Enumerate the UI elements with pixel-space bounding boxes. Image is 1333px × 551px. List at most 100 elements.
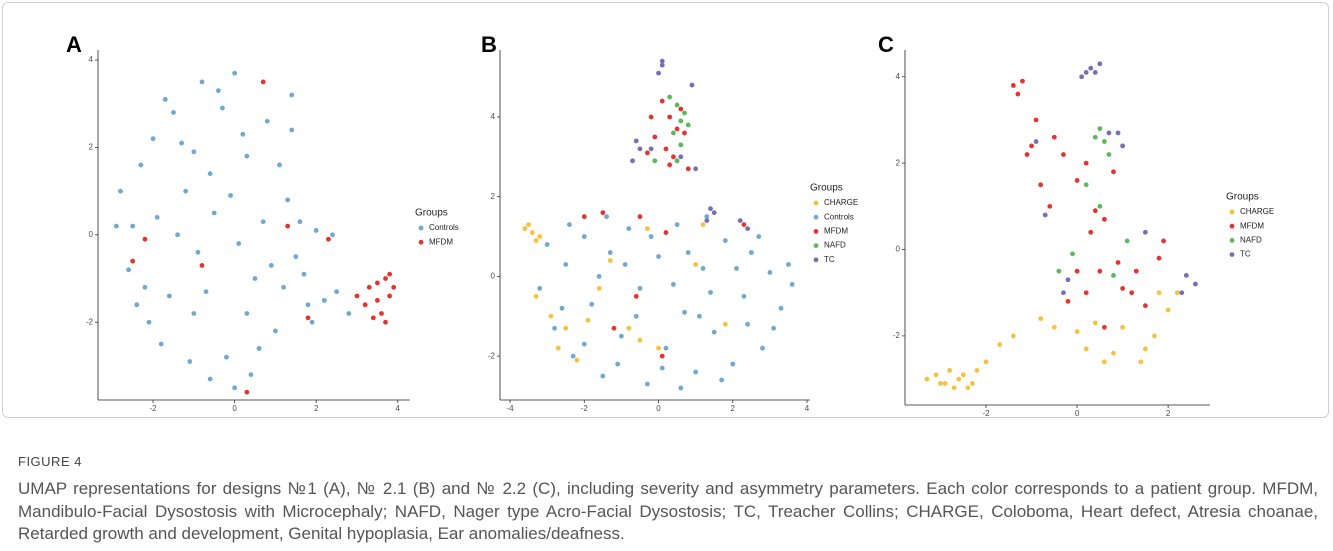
data-point [1074,178,1080,183]
x-tick-label: -2 [149,404,157,413]
data-point [240,131,246,137]
figure-caption: UMAP representations for designs №1 (A),… [18,479,1318,543]
legend-title: Groups [415,208,448,219]
data-point [1083,346,1089,352]
data-point [1120,143,1125,149]
data-point [256,346,262,351]
data-point [383,276,388,281]
data-point [301,271,307,277]
data-point [685,122,691,128]
data-point [585,317,591,323]
legend-label: TC [1240,250,1251,259]
data-point [544,242,550,247]
data-point [232,70,238,76]
data-point [1033,117,1039,123]
data-point [366,284,372,290]
legend-swatch [813,243,819,249]
data-point [179,140,185,146]
data-point [559,305,565,311]
data-point [786,262,791,267]
data-point [1165,307,1171,313]
panel-label: B [481,32,497,57]
data-point [748,250,754,255]
data-point [648,234,654,239]
data-point [693,369,699,375]
data-point [678,118,684,124]
data-point [1083,160,1089,166]
data-point [1101,216,1107,222]
data-point [667,162,673,168]
data-point [563,325,569,331]
data-point [264,118,270,124]
y-tick-label: 0 [896,245,901,254]
data-point [537,285,543,291]
data-point [656,70,661,76]
data-point [1092,208,1098,214]
data-point [1174,290,1180,296]
data-point [682,130,687,136]
data-point [737,218,743,224]
data-point [1010,333,1016,339]
data-point [741,222,747,228]
data-point [118,188,123,194]
data-point [526,222,531,228]
legend-label: MFDM [824,227,848,236]
legend-swatch [418,225,424,231]
data-point [722,238,728,243]
data-point [1029,143,1034,149]
data-point [644,381,650,387]
data-point [1038,182,1044,188]
data-point [552,325,557,331]
data-point [1142,346,1148,352]
data-point [533,238,539,243]
data-point [166,293,172,299]
data-point [756,234,762,239]
legend-swatch [1229,209,1235,215]
data-point [663,345,669,351]
x-tick-label: -4 [506,404,514,413]
data-point [711,329,717,335]
data-point [374,297,380,303]
data-point [682,309,687,315]
y-tick-label: 4 [896,72,901,81]
data-point [767,270,773,275]
data-point [1033,139,1039,144]
data-point [150,136,156,142]
data-point [1083,182,1089,188]
data-point [219,105,225,111]
data-point [1010,83,1016,88]
data-point [305,315,311,321]
legend-swatch [813,229,819,234]
data-point [942,381,948,386]
data-point [537,234,543,239]
x-tick-label: 2 [1166,409,1171,418]
data-point [678,385,684,391]
data-point [969,381,975,386]
legend-label: NAFD [1240,236,1262,245]
data-point [682,110,687,116]
data-point [745,226,751,231]
data-point [741,293,747,299]
data-point [951,385,957,391]
data-point [604,214,609,220]
data-point [1097,61,1103,67]
data-point [667,94,673,100]
data-point [313,228,319,233]
data-point [574,357,580,363]
data-point [730,361,736,367]
data-point [678,106,684,112]
data-point [670,154,676,160]
data-point [277,162,282,168]
data-point [289,127,295,133]
data-point [529,230,535,235]
legend-label: Controls [824,212,854,221]
x-tick-label: 0 [232,404,237,413]
data-point [207,376,213,382]
data-point [674,158,680,164]
data-point [224,354,229,360]
data-point [1183,273,1189,278]
data-point [1083,290,1089,296]
data-point [965,385,971,391]
data-point [1061,290,1066,296]
